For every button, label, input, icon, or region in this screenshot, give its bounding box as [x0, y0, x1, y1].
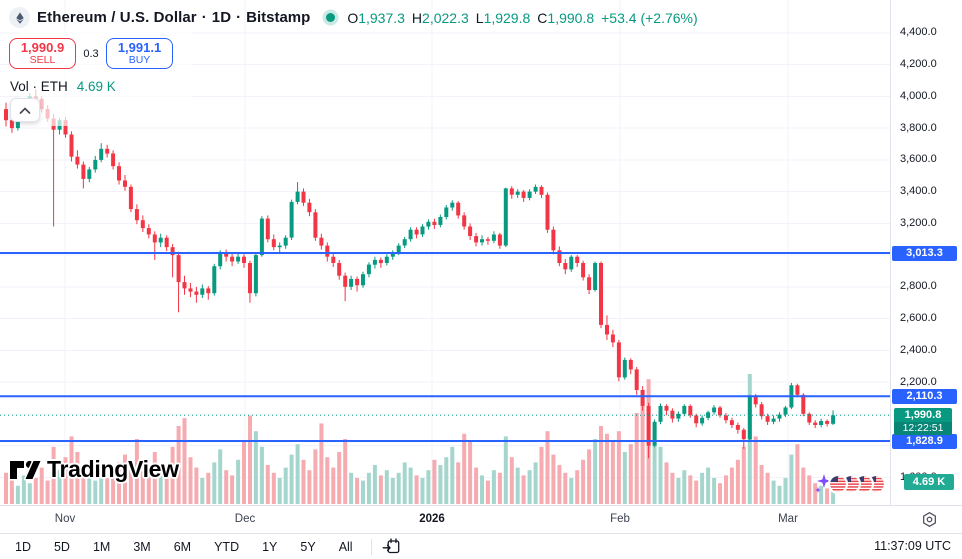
trade-panel: 1,990.9 SELL 0.3 1,991.1 BUY — [9, 38, 173, 69]
range-button-6m[interactable]: 6M — [173, 539, 192, 554]
price-tick-label: 3,600.0 — [900, 153, 937, 166]
toolbar-divider — [370, 538, 372, 555]
range-button-5d[interactable]: 5D — [53, 539, 70, 554]
price-tick-label: 4,400.0 — [900, 26, 937, 39]
price-tick-label: 2,400.0 — [900, 343, 937, 356]
range-button-ytd[interactable]: YTD — [214, 539, 240, 554]
level-price-badge: 3,013.3 — [892, 245, 957, 261]
range-button-1m[interactable]: 1M — [92, 539, 111, 554]
axis-settings-gear-icon[interactable] — [921, 511, 938, 533]
buy-price: 1,991.1 — [117, 39, 162, 55]
volume-value: 4.69 K — [76, 79, 116, 94]
range-buttons: 1D 5D 1M 3M 6M YTD 1Y 5Y All — [0, 538, 361, 556]
interval-label[interactable]: 1D — [211, 9, 232, 26]
price-tick-label: 2,200.0 — [900, 375, 937, 388]
time-axis-label-2026: 2026 — [419, 513, 445, 525]
sparkle-icon — [815, 474, 831, 493]
time-axis-label-mar: Mar — [778, 513, 798, 525]
volume-legend: Vol · ETH 4.69 K — [10, 79, 116, 94]
calendar-arrow-icon — [382, 538, 399, 554]
range-button-all[interactable]: All — [338, 539, 353, 554]
low-value: L1,929.8 — [475, 9, 531, 26]
tradingview-logo-text: TradingView — [47, 456, 179, 482]
volume-axis-badge: 4.69 K — [904, 474, 954, 490]
level-price-badge: 1,828.9 — [892, 433, 957, 449]
symbol-title[interactable]: Ethereum / U.S. Dollar — [37, 9, 197, 26]
price-tick-label: 2,800.0 — [900, 280, 937, 293]
market-status-dot-icon[interactable] — [326, 13, 336, 22]
sell-price: 1,990.9 — [20, 39, 65, 55]
tradingview-mark-icon — [8, 458, 42, 480]
spread-value: 0.3 — [83, 47, 99, 60]
title-separator: · — [236, 9, 242, 26]
title-separator: · — [201, 9, 207, 26]
sell-button[interactable]: 1,990.9 SELL — [9, 38, 76, 69]
go-to-date-button[interactable] — [382, 537, 401, 556]
price-tick-label: 3,800.0 — [900, 121, 937, 134]
buy-label: BUY — [128, 54, 151, 67]
bar-countdown: 12:22:51 — [894, 422, 952, 436]
time-axis-label-nov: Nov — [54, 513, 76, 525]
time-axis-label-dec: Dec — [234, 513, 256, 525]
price-tick-label: 3,400.0 — [900, 185, 937, 198]
close-value: C1,990.8 — [537, 9, 595, 26]
sell-label: SELL — [29, 54, 56, 67]
range-button-1d[interactable]: 1D — [15, 539, 31, 554]
price-tick-label: 3,200.0 — [900, 216, 937, 229]
economic-events-icons[interactable] — [812, 470, 890, 503]
candlestick-chart[interactable] — [0, 0, 890, 505]
bottom-toolbar: 1D 5D 1M 3M 6M YTD 1Y 5Y All 11:37:09 UTC — [0, 533, 962, 559]
symbol-header: Ethereum / U.S. Dollar · 1D · Bitstamp O… — [9, 7, 698, 28]
utc-clock: 11:37:09 UTC — [874, 539, 951, 553]
exchange-label[interactable]: Bitstamp — [246, 9, 311, 26]
price-tick-label: 4,200.0 — [900, 58, 937, 71]
price-tick-label: 4,000.0 — [900, 89, 937, 102]
range-button-1y[interactable]: 1Y — [262, 539, 278, 554]
price-change: +53.4 (+2.76%) — [601, 9, 698, 26]
range-button-3m[interactable]: 3M — [133, 539, 151, 554]
chevron-up-icon — [19, 106, 31, 114]
chart-pane[interactable]: Ethereum / U.S. Dollar · 1D · Bitstamp O… — [0, 0, 890, 505]
high-value: H2,022.3 — [411, 9, 469, 26]
time-axis-label-feb: Feb — [610, 513, 630, 525]
price-tick-label: 2,600.0 — [900, 312, 937, 325]
current-price-badge: 1,990.8 12:22:51 — [894, 408, 952, 436]
price-axis[interactable]: 4,400.0 4,200.0 4,000.0 3,800.0 3,600.0 3,400… — [891, 0, 962, 533]
collapse-legend-button[interactable] — [10, 98, 40, 122]
ethereum-logo-icon — [9, 7, 30, 28]
tradingview-logo[interactable]: TradingView — [8, 456, 179, 483]
level-price-badge: 2,110.3 — [892, 388, 957, 404]
volume-label: Vol · ETH — [10, 79, 68, 94]
current-price-value: 1,990.8 — [894, 408, 952, 423]
ohlc-legend: O1,937.3 H2,022.3 L1,929.8 C1,990.8 +53.… — [347, 10, 697, 26]
range-button-5y[interactable]: 5Y — [300, 539, 316, 554]
pane-divider — [890, 0, 891, 533]
buy-button[interactable]: 1,991.1 BUY — [106, 38, 173, 69]
time-axis[interactable]: Nov Dec 2026 Feb Mar — [0, 505, 962, 533]
open-value: O1,937.3 — [347, 9, 405, 26]
